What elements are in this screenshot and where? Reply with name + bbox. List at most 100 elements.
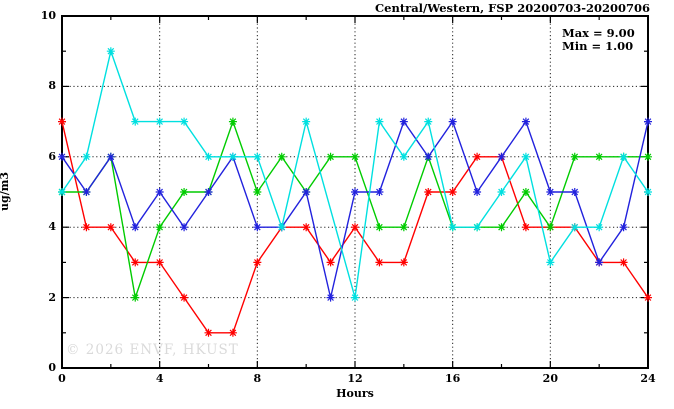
marker-day-2-green [131, 293, 140, 302]
marker-day-3-blue [180, 223, 189, 232]
marker-day-4-cyan [546, 258, 555, 267]
marker-day-1-red [302, 223, 311, 232]
marker-day-3-blue [204, 188, 213, 196]
marker-day-3-blue [131, 223, 140, 232]
marker-day-2-green [644, 152, 652, 161]
watermark: © 2026 ENVF, HKUST [66, 342, 239, 358]
marker-day-4-cyan [302, 117, 311, 126]
marker-day-1-red [399, 258, 408, 267]
min-value-label: Min = 1.00 [562, 39, 634, 53]
marker-day-2-green [351, 152, 359, 161]
marker-day-3-blue [644, 117, 652, 126]
marker-day-1-red [619, 258, 628, 267]
marker-day-2-green [326, 152, 335, 161]
marker-day-1-red [448, 188, 457, 196]
marker-day-3-blue [595, 258, 604, 267]
marker-day-4-cyan [58, 188, 66, 196]
marker-day-1-red [155, 258, 164, 267]
marker-day-3-blue [253, 223, 262, 232]
marker-day-3-blue [375, 188, 384, 196]
marker-day-1-red [253, 258, 262, 267]
x-tick-label: 12 [347, 372, 363, 385]
marker-day-2-green [570, 152, 579, 161]
chart-title: Central/Western, FSP 20200703-20200706 [375, 1, 650, 15]
x-axis-label: Hours [336, 387, 374, 400]
marker-day-3-blue [302, 188, 311, 196]
marker-day-1-red [180, 293, 189, 302]
y-tick-label: 0 [48, 361, 56, 374]
marker-day-2-green [595, 152, 604, 161]
marker-day-1-red [58, 117, 66, 126]
series-line-day-4-cyan [61, 48, 649, 298]
marker-day-2-green [253, 188, 262, 196]
marker-day-4-cyan [424, 117, 433, 126]
marker-day-3-blue [570, 188, 579, 196]
marker-day-1-red [351, 223, 359, 232]
marker-day-4-cyan [253, 152, 262, 161]
marker-day-2-green [497, 223, 506, 232]
x-tick-label: 0 [58, 372, 66, 385]
marker-day-3-blue [497, 152, 506, 161]
marker-day-4-cyan [497, 188, 506, 196]
marker-day-3-blue [546, 188, 555, 196]
marker-day-4-cyan [228, 152, 237, 161]
marker-day-3-blue [619, 223, 628, 232]
marker-day-1-red [82, 223, 91, 232]
marker-day-1-red [204, 328, 213, 337]
x-tick-label: 16 [445, 372, 461, 385]
marker-day-4-cyan [644, 188, 652, 196]
x-tick-label: 8 [253, 372, 262, 385]
marker-day-1-red [473, 152, 482, 161]
marker-day-4-cyan [570, 223, 579, 232]
marker-day-4-cyan [131, 117, 140, 126]
marker-day-2-green [277, 152, 286, 161]
y-axis-label: ug/m3 [0, 172, 11, 211]
marker-day-2-green [180, 188, 189, 196]
marker-day-3-blue [399, 117, 408, 126]
marker-day-2-green [399, 223, 408, 232]
marker-day-4-cyan [619, 152, 628, 161]
marker-day-3-blue [521, 117, 530, 126]
marker-day-4-cyan [351, 293, 359, 302]
marker-day-3-blue [106, 152, 115, 161]
marker-day-3-blue [58, 152, 66, 161]
marker-day-1-red [375, 258, 384, 267]
marker-day-4-cyan [375, 117, 384, 126]
marker-day-1-red [424, 188, 433, 196]
marker-day-1-red [644, 293, 652, 302]
marker-day-1-red [106, 223, 115, 232]
marker-day-3-blue [326, 293, 335, 302]
x-tick-label: 24 [640, 372, 656, 385]
marker-day-2-green [228, 117, 237, 126]
marker-day-4-cyan [180, 117, 189, 126]
marker-day-3-blue [82, 188, 91, 196]
marker-day-4-cyan [106, 47, 115, 56]
marker-day-4-cyan [204, 152, 213, 161]
x-tick-label: 4 [155, 372, 164, 385]
x-tick-label: 20 [542, 372, 558, 385]
marker-day-1-red [228, 328, 237, 337]
marker-day-2-green [155, 223, 164, 232]
marker-day-4-cyan [521, 152, 530, 161]
minmax-annotation: Max = 9.00 Min = 1.00 [562, 27, 635, 53]
marker-day-3-blue [155, 188, 164, 196]
y-tick-label: 4 [48, 220, 56, 234]
marker-day-4-cyan [595, 223, 604, 232]
marker-day-1-red [521, 223, 530, 232]
y-tick-label: 10 [40, 9, 56, 22]
marker-day-3-blue [448, 117, 457, 126]
marker-day-2-green [521, 188, 530, 196]
marker-day-4-cyan [155, 117, 164, 126]
marker-day-4-cyan [448, 223, 457, 232]
y-tick-label: 6 [48, 149, 56, 163]
marker-day-4-cyan [399, 152, 408, 161]
marker-day-4-cyan [277, 223, 286, 232]
marker-day-2-green [375, 223, 384, 232]
marker-day-3-blue [424, 152, 433, 161]
marker-day-4-cyan [473, 223, 482, 232]
marker-day-2-green [546, 223, 555, 232]
y-tick-label: 8 [48, 79, 56, 93]
marker-day-1-red [326, 258, 335, 267]
